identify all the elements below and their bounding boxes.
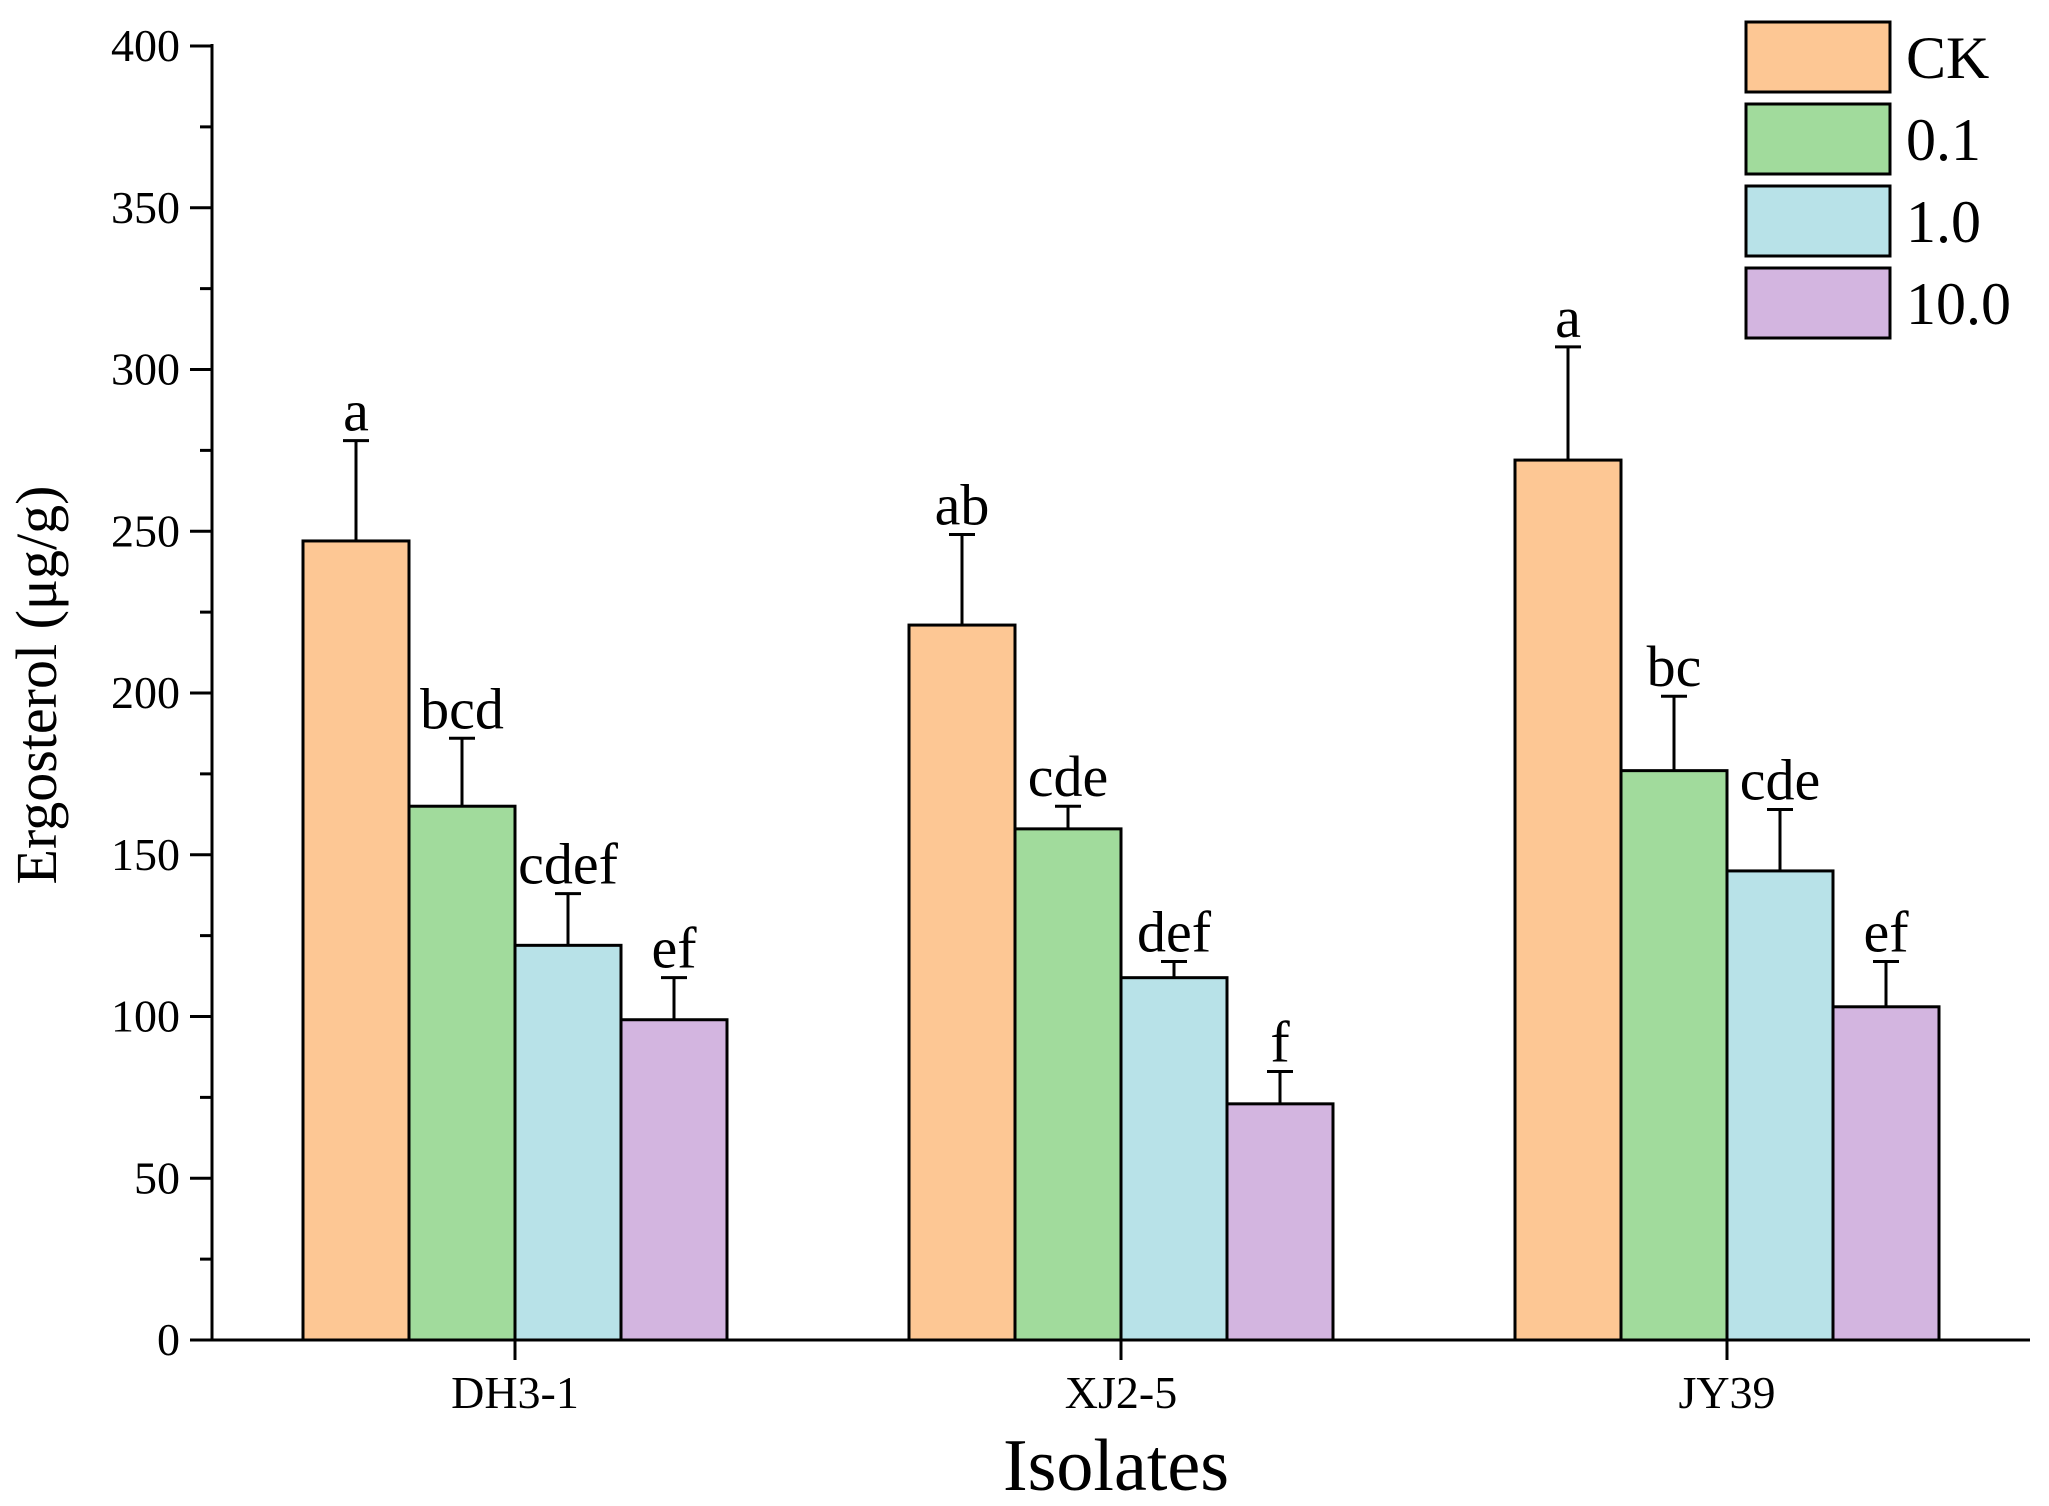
bar	[619, 1018, 729, 1342]
y-axis-title: Ergosterol (μg/g)	[4, 486, 69, 885]
legend-swatch	[1744, 102, 1892, 176]
y-tick-label: 50	[134, 1152, 180, 1203]
significance-label: f	[1270, 1009, 1290, 1074]
x-axis-title: Isolates	[1003, 1425, 1229, 1506]
legend-label: CK	[1906, 25, 1989, 91]
bar	[1513, 458, 1623, 1342]
significance-label: bc	[1647, 634, 1702, 699]
bar	[1831, 1005, 1941, 1342]
bar	[1619, 769, 1729, 1342]
y-tick-label: 300	[111, 344, 180, 395]
y-tick-label: 200	[111, 667, 180, 718]
x-tick-label: XJ2-5	[1065, 1367, 1177, 1418]
y-tick-label: 150	[111, 829, 180, 880]
x-tick-label: DH3-1	[451, 1367, 579, 1418]
significance-label: ab	[935, 472, 990, 537]
significance-label: def	[1137, 900, 1212, 965]
legend-label: 0.1	[1906, 107, 1981, 173]
y-axis: 0 50 100 150 200 250 300 350 400	[111, 20, 214, 1365]
bar	[1119, 976, 1229, 1342]
significance-label: cdef	[518, 832, 618, 897]
significance-label: bcd	[420, 676, 504, 741]
significance-label: cde	[1740, 747, 1821, 812]
y-tick-label: 400	[111, 20, 180, 71]
significance-label: cde	[1028, 744, 1109, 809]
bar	[1013, 827, 1123, 1342]
legend: CK 0.1 1.0 10.0	[1744, 20, 2011, 340]
significance-label: ef	[1863, 900, 1909, 965]
x-axis: DH3-1 XJ2-5 JY39	[212, 1338, 2030, 1418]
significance-label: a	[1555, 285, 1581, 350]
bar	[301, 539, 411, 1342]
significance-label: a	[343, 379, 369, 444]
bar	[407, 804, 517, 1342]
bar	[1225, 1102, 1335, 1342]
bar	[907, 623, 1017, 1342]
bar	[1725, 869, 1835, 1342]
legend-swatch	[1744, 266, 1892, 340]
legend-swatch	[1744, 20, 1892, 94]
y-tick-label: 350	[111, 182, 180, 233]
y-tick-label: 250	[111, 505, 180, 556]
x-tick-label: JY39	[1678, 1367, 1775, 1418]
legend-swatch	[1744, 184, 1892, 258]
significance-label: ef	[651, 916, 697, 981]
bar	[513, 943, 623, 1342]
y-tick-label: 0	[157, 1314, 180, 1365]
legend-label: 10.0	[1906, 271, 2011, 337]
legend-label: 1.0	[1906, 189, 1981, 255]
y-tick-label: 100	[111, 991, 180, 1042]
